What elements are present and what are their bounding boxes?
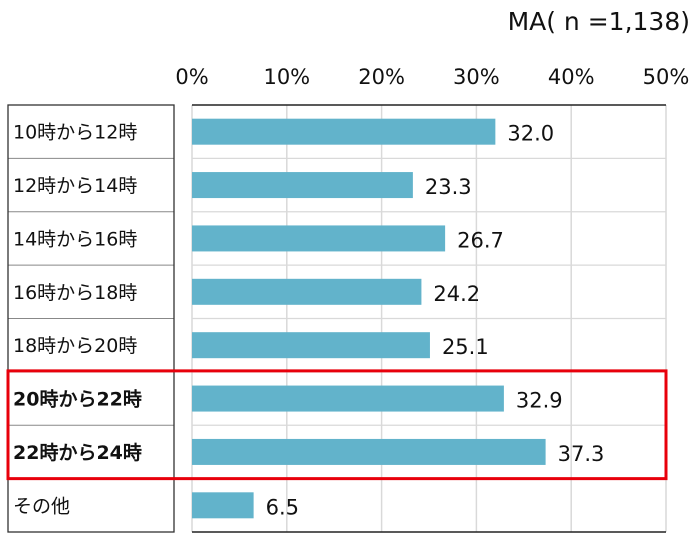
category-label: 20時から22時 — [13, 389, 142, 411]
sample-size-annotation: MA( n =1,138) — [508, 7, 690, 36]
value-label: 32.9 — [516, 389, 563, 413]
x-tick-label: 40% — [548, 65, 595, 89]
category-label: 10時から12時 — [13, 122, 137, 144]
category-label: 12時から14時 — [13, 175, 137, 197]
category-label: 22時から24時 — [13, 442, 142, 464]
category-label: 14時から16時 — [13, 228, 137, 250]
bar — [192, 278, 422, 305]
value-label: 23.3 — [425, 175, 472, 199]
bar — [192, 172, 413, 199]
bar — [192, 492, 254, 519]
value-label: 24.2 — [433, 282, 480, 306]
bar — [192, 118, 496, 145]
value-label: 25.1 — [442, 335, 489, 359]
bar — [192, 332, 430, 359]
bar — [192, 385, 504, 412]
category-label-table — [7, 104, 175, 533]
category-label: その他 — [13, 495, 70, 517]
value-label: 37.3 — [558, 442, 605, 466]
value-label: 26.7 — [457, 228, 504, 252]
bar — [192, 225, 446, 252]
category-label: 16時から18時 — [13, 282, 137, 304]
x-tick-label: 10% — [263, 65, 310, 89]
bar — [192, 438, 546, 465]
x-tick-label: 50% — [643, 65, 690, 89]
x-tick-label: 0% — [175, 65, 208, 89]
category-label: 18時から20時 — [13, 335, 137, 357]
x-tick-label: 30% — [453, 65, 500, 89]
value-label: 32.0 — [507, 122, 554, 146]
x-tick-label: 20% — [358, 65, 405, 89]
highlight-box — [6, 369, 668, 481]
value-label: 6.5 — [266, 495, 299, 519]
